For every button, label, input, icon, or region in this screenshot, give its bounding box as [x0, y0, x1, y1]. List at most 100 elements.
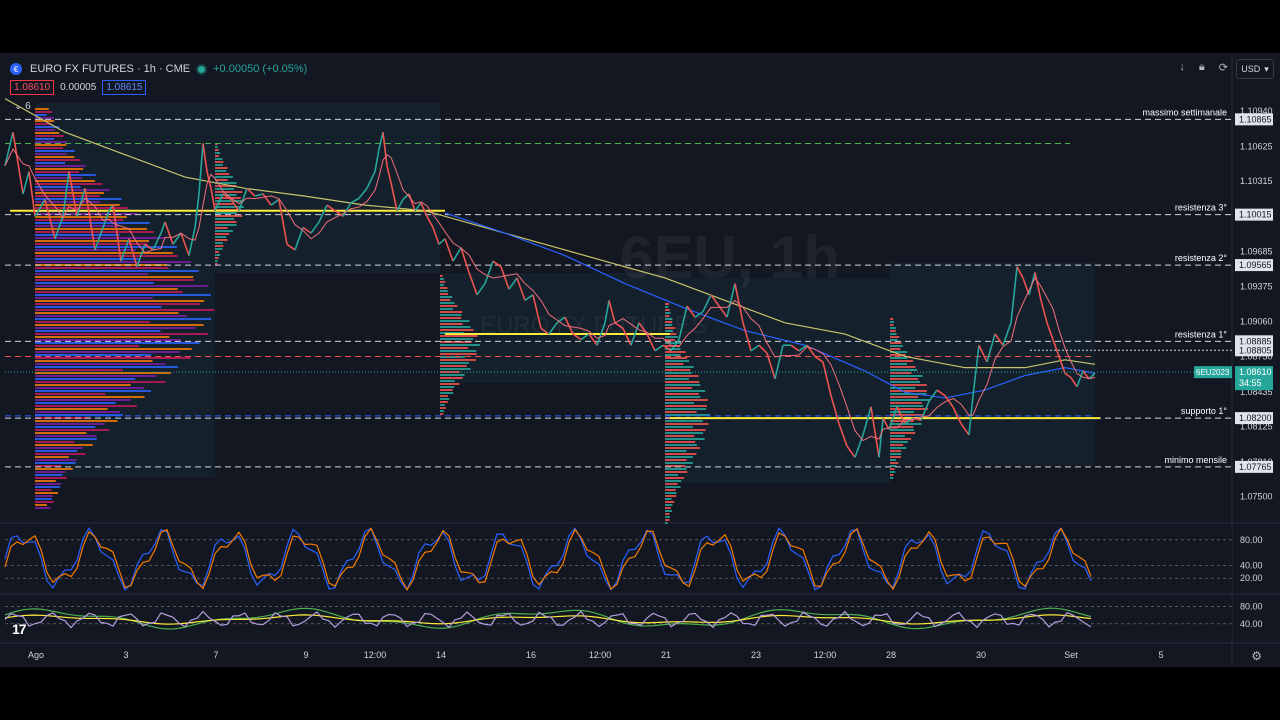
lock-icon[interactable]: 🔒︎: [1198, 61, 1205, 73]
volume-profile-bar: [35, 249, 136, 251]
gear-icon[interactable]: ⚙: [1251, 649, 1262, 663]
volume-profile-bar: [215, 245, 224, 247]
volume-profile-bar: [35, 348, 192, 350]
rsi-pane-tick: 40.00: [1240, 619, 1263, 629]
volume-profile-bar: [35, 279, 194, 281]
volume-profile-bar: [35, 132, 60, 134]
volume-profile-bar: [440, 365, 467, 367]
volume-profile-bar: [35, 441, 75, 443]
volume-profile-bar: [215, 179, 228, 181]
volume-profile-bar: [890, 336, 900, 338]
currency-select[interactable]: USD ▾: [1236, 59, 1274, 79]
volume-profile-bar: [665, 357, 688, 359]
volume-profile-bar: [890, 387, 916, 389]
volume-profile-bar: [440, 377, 463, 379]
volume-profile-bar: [35, 480, 56, 482]
volume-profile-bar: [35, 336, 170, 338]
symbol-title[interactable]: EURO FX FUTURES · 1h · CME: [30, 63, 191, 75]
volume-profile-bar: [890, 432, 916, 434]
volume-profile-bar: [35, 171, 80, 173]
indicators-count: 6: [25, 101, 31, 112]
market-open-icon: [198, 65, 206, 73]
volume-profile-bar: [35, 270, 199, 272]
volume-profile-bar: [440, 308, 453, 310]
price-axis-tick: 1.10940: [1240, 106, 1273, 116]
refresh-icon[interactable]: ⟳: [1218, 62, 1228, 74]
volume-profile-bar: [35, 144, 67, 146]
price-segment: [912, 417, 922, 422]
volume-profile-bar: [35, 495, 53, 497]
volume-profile-bar: [890, 366, 916, 368]
volume-profile-bar: [665, 486, 681, 488]
volume-profile-bar: [215, 155, 220, 157]
price-axis-tick: 1.09685: [1240, 247, 1273, 257]
volume-profile-bar: [35, 318, 212, 320]
volume-profile-bar: [665, 405, 707, 407]
volume-profile-bar: [35, 411, 120, 413]
volume-profile-bar: [440, 338, 474, 340]
price-segment: [342, 202, 352, 217]
level-price-badge: [1235, 460, 1273, 473]
volume-profile-bar: [35, 168, 84, 170]
time-axis-tick: 23: [751, 650, 761, 660]
price-segment: [152, 232, 162, 251]
volume-profile-bar: [215, 212, 237, 214]
time-axis-tick: 28: [886, 650, 896, 660]
time-axis-tick: 16: [526, 650, 536, 660]
price-segment: [798, 344, 808, 352]
volume-profile-bar: [440, 341, 472, 343]
euro-logo-icon: €: [10, 63, 22, 75]
price-segment: [160, 221, 166, 234]
volume-profile-bar: [890, 345, 903, 347]
volume-profile-bar: [215, 227, 228, 229]
volume-profile-bar: [890, 426, 914, 428]
volume-profile-bar: [890, 384, 927, 386]
price-segment: [1010, 266, 1018, 323]
volume-profile-bar: [215, 224, 237, 226]
price-segment: [120, 238, 130, 262]
volume-profile-bar: [35, 303, 201, 305]
volume-profile-bar: [35, 432, 87, 434]
volume-profile-bar: [440, 296, 453, 298]
volume-profile-bar: [215, 251, 220, 253]
price-segment: [294, 227, 304, 251]
price-axis-tick: 1.10315: [1240, 176, 1273, 186]
price-segment: [476, 283, 486, 296]
sell-button[interactable]: 1.08610: [10, 80, 55, 95]
volume-profile-bar: [35, 261, 192, 263]
price-segment: [710, 294, 720, 307]
buy-button[interactable]: 1.08615: [102, 80, 147, 95]
volume-profile-bar: [665, 309, 670, 311]
price-segment: [830, 395, 840, 424]
volume-profile-bar: [665, 396, 701, 398]
volume-profile-bar: [665, 516, 670, 518]
volume-profile-bar: [440, 326, 471, 328]
volume-profile-bar: [35, 207, 128, 209]
volume-profile-bar: [665, 492, 677, 494]
arrow-down-icon[interactable]: ↓: [1179, 61, 1185, 73]
volume-profile-bar: [35, 294, 211, 296]
volume-profile-bar: [35, 180, 95, 182]
volume-profile-bar: [35, 114, 47, 116]
chevron-down-icon: ▾: [1264, 63, 1269, 74]
indicators-toggle[interactable]: ⌄ 6: [14, 101, 31, 112]
price-segment: [580, 333, 590, 341]
volume-profile-bar: [35, 273, 148, 275]
time-axis-tick: 30: [976, 650, 986, 660]
price-segment: [278, 199, 288, 245]
volume-profile-bar: [35, 381, 166, 383]
price-segment: [302, 226, 312, 234]
volume-profile-bar: [665, 450, 687, 452]
volume-profile-bar: [665, 342, 682, 344]
level-price-text: 1.10015: [1239, 210, 1272, 220]
volume-profile-bar: [35, 405, 137, 407]
price-segment: [662, 344, 672, 352]
volume-profile-bar: [665, 462, 693, 464]
price-segment: [774, 345, 784, 380]
price-segment: [1002, 322, 1012, 346]
price-axis-tick: 1.08750: [1240, 351, 1273, 361]
current-price-badge: [1235, 366, 1273, 391]
volume-profile-bar: [440, 329, 474, 331]
price-segment: [460, 247, 470, 273]
